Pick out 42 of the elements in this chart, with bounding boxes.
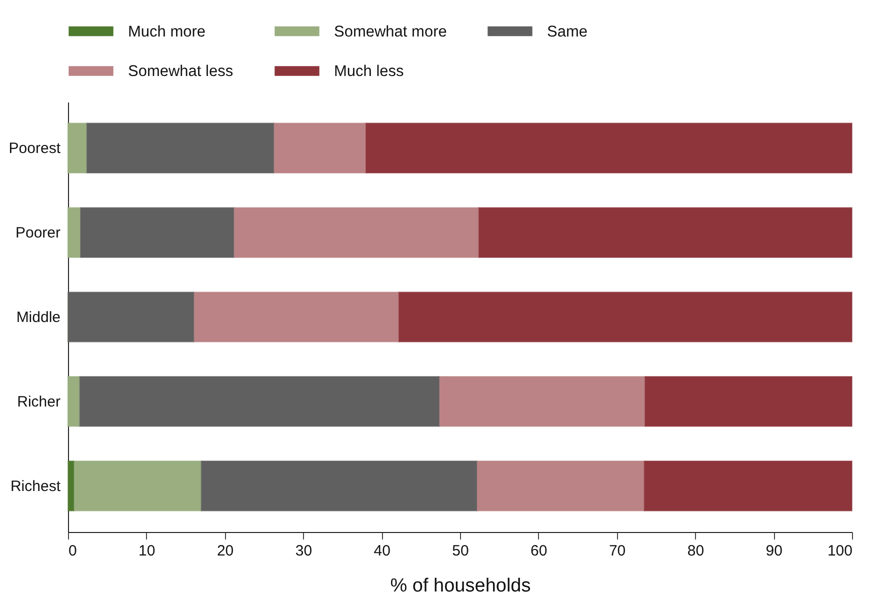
bar (644, 376, 852, 427)
bar (74, 460, 202, 512)
bar (439, 376, 646, 427)
y-tick-label: Middle (16, 309, 60, 326)
legend-label: Same (547, 23, 588, 40)
bar (68, 292, 195, 342)
x-tick-label: 70 (608, 542, 626, 560)
x-tick-label: 50 (452, 542, 469, 560)
bar (365, 122, 852, 174)
bar (234, 207, 480, 258)
bar (80, 207, 235, 258)
x-tick-label: 90 (766, 542, 782, 560)
bar (398, 292, 852, 342)
legend-label: Much less (334, 63, 404, 80)
y-tick-label: Richest (10, 478, 62, 495)
legend-label: Much more (128, 23, 206, 40)
bar (200, 460, 478, 512)
x-tick-label: 20 (216, 542, 234, 560)
x-tick-label: 60 (530, 542, 548, 560)
x-tick-label: 30 (295, 542, 312, 560)
x-tick-label: 80 (687, 542, 704, 560)
legend-label: Somewhat more (334, 23, 447, 40)
y-tick-label: Richer (17, 393, 60, 410)
y-tick-label: Poorer (15, 224, 60, 242)
bar (274, 122, 366, 174)
y-tick-label: Poorest (8, 140, 62, 158)
x-tick-label: 10 (138, 542, 156, 560)
x-tick-label: 0 (68, 542, 77, 560)
bar (68, 207, 82, 258)
bar (644, 460, 852, 512)
bar (68, 376, 80, 427)
bar (194, 292, 400, 342)
bar (68, 460, 75, 512)
legend-label: Somewhat less (128, 63, 234, 80)
x-axis-title: % of households (390, 576, 531, 596)
bar (68, 122, 88, 174)
x-tick-label: 40 (374, 542, 390, 560)
bar (476, 460, 645, 512)
bar (86, 122, 275, 174)
x-tick-label: 100 (827, 542, 852, 560)
bar (478, 207, 852, 258)
bar (79, 376, 440, 427)
